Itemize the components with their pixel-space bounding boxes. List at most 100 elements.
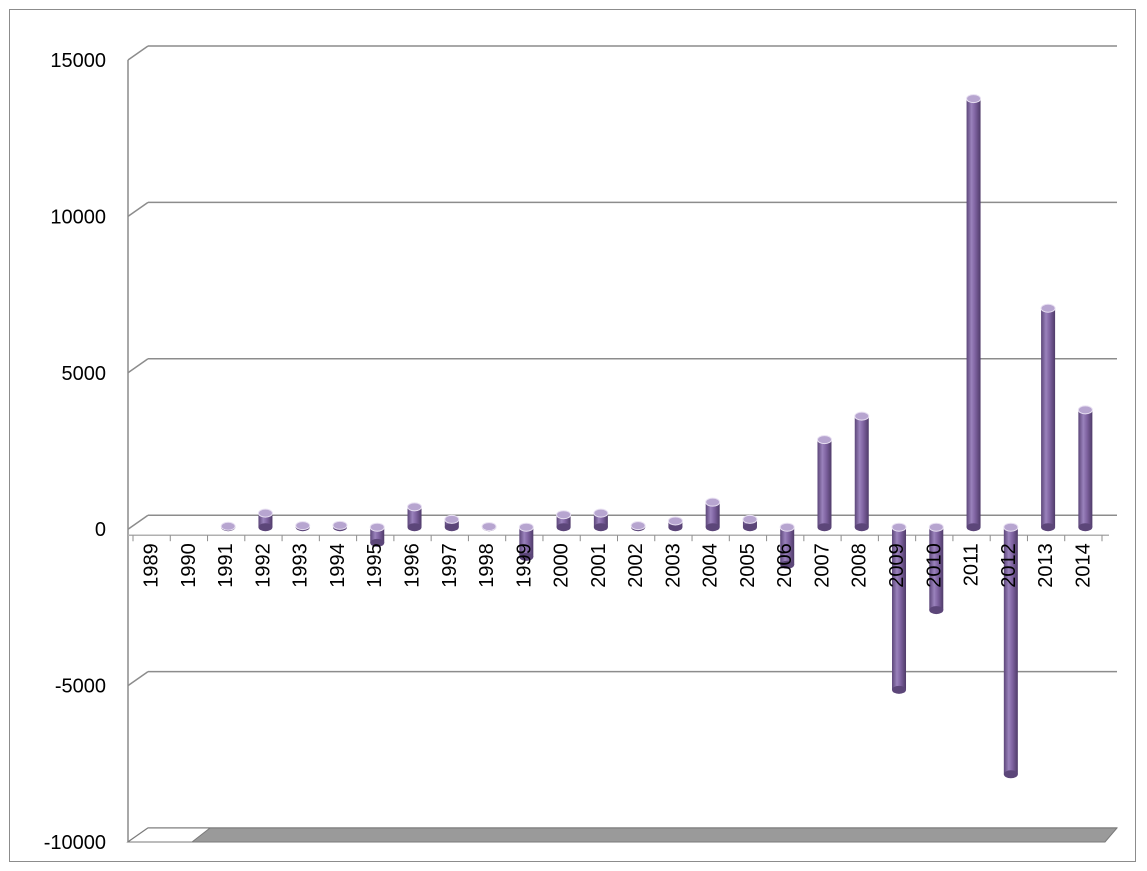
x-tick-label: 1989 (141, 543, 163, 588)
bar (332, 520, 348, 532)
bar-body (407, 506, 422, 528)
y-tick-label: 0 (95, 519, 106, 541)
x-tick-label: 2008 (849, 543, 871, 588)
bar-top-cap (518, 522, 534, 532)
bars (220, 94, 1093, 779)
bar-top-cap (891, 522, 907, 532)
bar (667, 516, 683, 532)
x-tick-label: 1997 (439, 543, 461, 588)
y-tick-label: 10000 (50, 206, 106, 228)
x-tick-label: 2004 (700, 543, 722, 588)
bar-top-cap (1040, 303, 1056, 313)
gridlines (127, 45, 1117, 843)
bar-top-cap (966, 94, 982, 104)
bar-top-cap (667, 516, 683, 526)
bar (481, 522, 497, 532)
bar (220, 521, 236, 532)
bar (1003, 522, 1019, 779)
x-tick-label: 2002 (625, 543, 647, 588)
x-tick-label: 2011 (961, 543, 983, 586)
x-tick-label: 2001 (588, 543, 610, 588)
bar (556, 510, 572, 532)
x-tick-label: 2003 (662, 543, 684, 588)
bar-bottom-cap (854, 523, 869, 532)
bar (779, 522, 795, 569)
bar (295, 521, 311, 532)
bar-body (817, 439, 832, 528)
bar-body (1041, 308, 1056, 528)
x-tick-label: 2012 (998, 543, 1020, 588)
bar-body (892, 527, 907, 690)
x-tick-label: 2010 (923, 543, 945, 588)
bar-body (1078, 409, 1093, 528)
chart-area (9, 9, 1136, 862)
bar-top-cap (481, 522, 497, 532)
bar-top-cap (705, 497, 721, 507)
bar (966, 94, 982, 532)
bar-bottom-cap (556, 523, 571, 532)
bar-bottom-cap (929, 606, 944, 615)
bar-bottom-cap (444, 523, 459, 532)
y-axis-tick-labels: 15000 10000 5000 0 -5000 -10000 (44, 50, 106, 854)
bar (742, 514, 758, 532)
bar-bottom-cap (705, 523, 720, 532)
bar (891, 522, 907, 694)
bar (518, 522, 534, 561)
bar-top-cap (928, 522, 944, 532)
bar-body (1003, 527, 1018, 775)
bar-body (854, 416, 869, 528)
bar-top-cap (1077, 405, 1093, 415)
bar-bottom-cap (258, 523, 273, 532)
x-tick-label: 2006 (774, 543, 796, 588)
floor-surface (126, 827, 1119, 843)
bar-top-cap (220, 521, 236, 531)
bar-top-cap (369, 522, 385, 532)
x-tick-label: 2013 (1035, 543, 1057, 588)
bar-top-cap (854, 411, 870, 421)
bar-top-cap (407, 502, 423, 512)
x-tick-label: 1999 (513, 543, 535, 588)
floor-highlight (126, 827, 212, 843)
bar-top-cap (332, 520, 348, 530)
bar (444, 514, 460, 532)
gridline-depth (127, 201, 149, 218)
bar-body (780, 527, 795, 565)
bar-body (929, 527, 944, 611)
bar-bottom-cap (817, 523, 832, 532)
x-tick-label: 1992 (252, 543, 274, 588)
y-tick-label: -5000 (55, 676, 106, 698)
bar (928, 522, 944, 615)
bar-bottom-cap (742, 523, 757, 532)
bar-top-cap (556, 510, 572, 520)
bar (630, 521, 646, 532)
bar (1040, 303, 1056, 532)
x-tick-label: 2007 (811, 543, 833, 588)
gridline-depth (127, 358, 149, 374)
x-tick-label: 2014 (1072, 543, 1094, 588)
bar-top-cap (742, 514, 758, 524)
chart-floor (126, 827, 1119, 843)
x-tick-label: 2009 (886, 543, 908, 588)
bar-bottom-cap (1078, 523, 1093, 532)
bar (257, 508, 273, 532)
gridline-depth (127, 514, 149, 530)
bar-bottom-cap (780, 560, 795, 569)
bar-top-cap (816, 435, 832, 445)
bar-body (966, 98, 981, 528)
bar-bottom-cap (593, 523, 608, 532)
bar-bottom-cap (668, 523, 683, 532)
x-tick-label: 2000 (551, 543, 573, 588)
bar-bottom-cap (1003, 770, 1018, 779)
bar (816, 435, 832, 532)
bar-top-cap (593, 508, 609, 518)
bar-top-cap (444, 514, 460, 524)
bar-bottom-cap (370, 538, 385, 547)
bar-bottom-cap (892, 685, 907, 694)
bar-body (705, 502, 720, 528)
bar-bottom-cap (1041, 523, 1056, 532)
bar-bottom-cap (519, 552, 534, 561)
y-tick-label: 5000 (62, 363, 107, 385)
x-axis-tick-labels: 1989 1990 1991 1992 1993 1994 1995 1996 1997 1998… (141, 543, 1095, 588)
y-tick-label: 15000 (50, 50, 106, 72)
